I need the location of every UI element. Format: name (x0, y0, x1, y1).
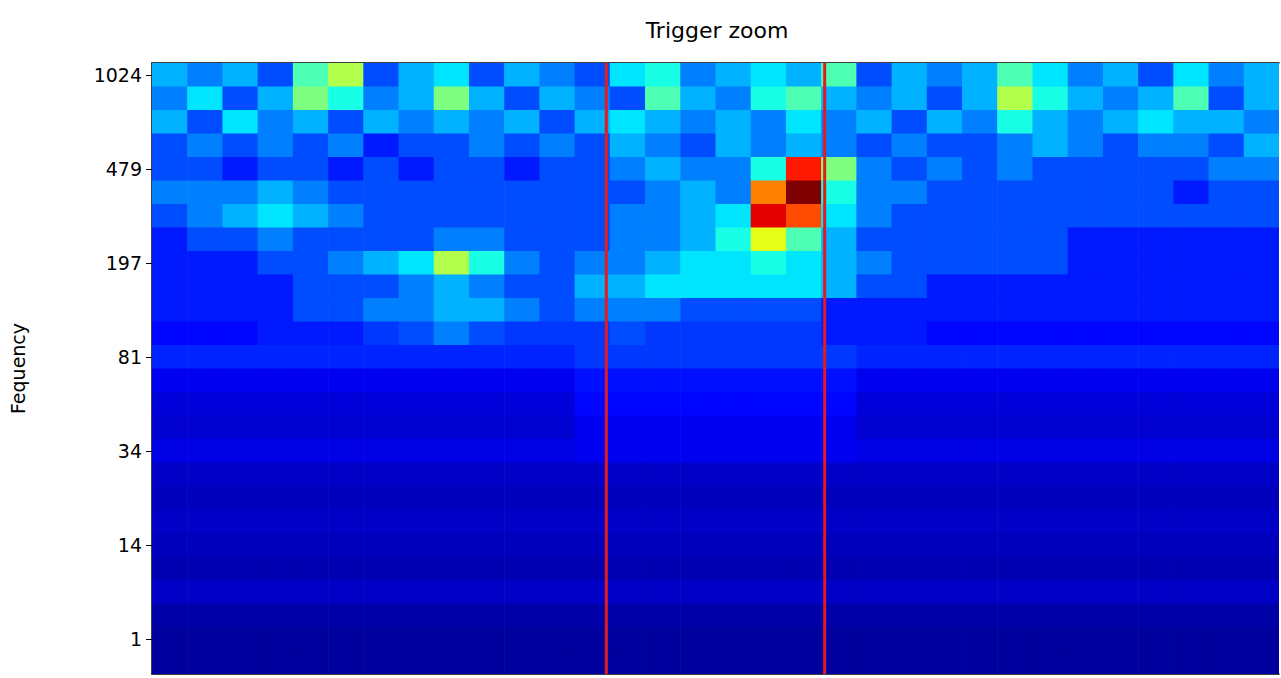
svg-text:1024: 1024 (94, 64, 142, 86)
svg-text:Trigger zoom: Trigger zoom (645, 18, 789, 43)
svg-text:34: 34 (118, 440, 142, 462)
svg-text:479: 479 (106, 158, 142, 180)
svg-text:81: 81 (118, 346, 142, 368)
svg-text:197: 197 (106, 252, 142, 274)
svg-text:Fequency: Fequency (7, 323, 29, 414)
svg-text:14: 14 (118, 534, 142, 556)
svg-text:1: 1 (130, 628, 142, 650)
